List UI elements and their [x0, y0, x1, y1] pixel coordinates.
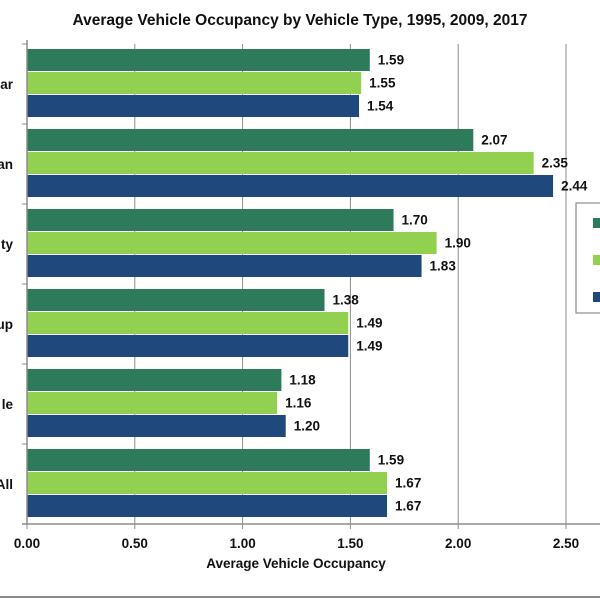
- legend-marker: [593, 255, 600, 265]
- x-axis-label: Average Vehicle Occupancy: [206, 556, 386, 571]
- bar: [27, 392, 278, 414]
- data-label: 1.83: [430, 259, 457, 274]
- category-label: All: [0, 477, 13, 492]
- bar: [27, 175, 554, 197]
- frame-border: [0, 596, 600, 598]
- data-label: 2.07: [481, 133, 507, 148]
- data-label: 2.44: [561, 179, 588, 194]
- bar: [27, 449, 370, 471]
- data-label: 1.16: [285, 396, 312, 411]
- data-label: 1.54: [367, 99, 394, 114]
- data-label: 2.35: [542, 156, 569, 171]
- bar: [27, 209, 394, 231]
- data-label: 1.59: [378, 453, 404, 468]
- x-tick-label: 2.00: [445, 536, 471, 551]
- bar: [27, 95, 360, 117]
- data-label: 1.20: [294, 419, 320, 434]
- bar: [27, 472, 388, 494]
- data-label: 1.70: [402, 213, 428, 228]
- data-label: 1.55: [369, 76, 396, 91]
- category-label: ty: [1, 237, 13, 252]
- chart-title: Average Vehicle Occupancy by Vehicle Typ…: [72, 12, 528, 29]
- bar: [27, 49, 370, 71]
- x-tick-label: 1.50: [337, 536, 363, 551]
- data-label: 1.49: [356, 316, 382, 331]
- bar: [27, 335, 349, 357]
- data-label: 1.49: [356, 339, 382, 354]
- data-label: 1.90: [445, 236, 471, 251]
- x-tick-label: 2.50: [553, 536, 579, 551]
- data-label: 1.18: [289, 373, 316, 388]
- legend-marker: [593, 218, 600, 228]
- x-tick-label: 1.00: [229, 536, 255, 551]
- x-tick-label: 0.50: [122, 536, 148, 551]
- data-label: 1.67: [395, 499, 421, 514]
- bar: [27, 152, 534, 174]
- category-label: le: [2, 397, 14, 412]
- bar: [27, 129, 474, 151]
- bar: [27, 232, 437, 254]
- bar: [27, 415, 286, 437]
- bar: [27, 369, 282, 391]
- bar: [27, 495, 388, 517]
- x-tick-label: 0.00: [14, 536, 40, 551]
- legend-marker: [593, 292, 600, 302]
- data-label: 1.38: [333, 293, 360, 308]
- data-label: 1.67: [395, 476, 421, 491]
- bar: [27, 255, 422, 277]
- bar: [27, 72, 362, 94]
- category-label: an: [0, 157, 13, 172]
- bar: [27, 289, 325, 311]
- category-label: up: [0, 317, 13, 332]
- category-label: ar: [0, 77, 14, 92]
- data-label: 1.59: [378, 53, 404, 68]
- bar: [27, 312, 349, 334]
